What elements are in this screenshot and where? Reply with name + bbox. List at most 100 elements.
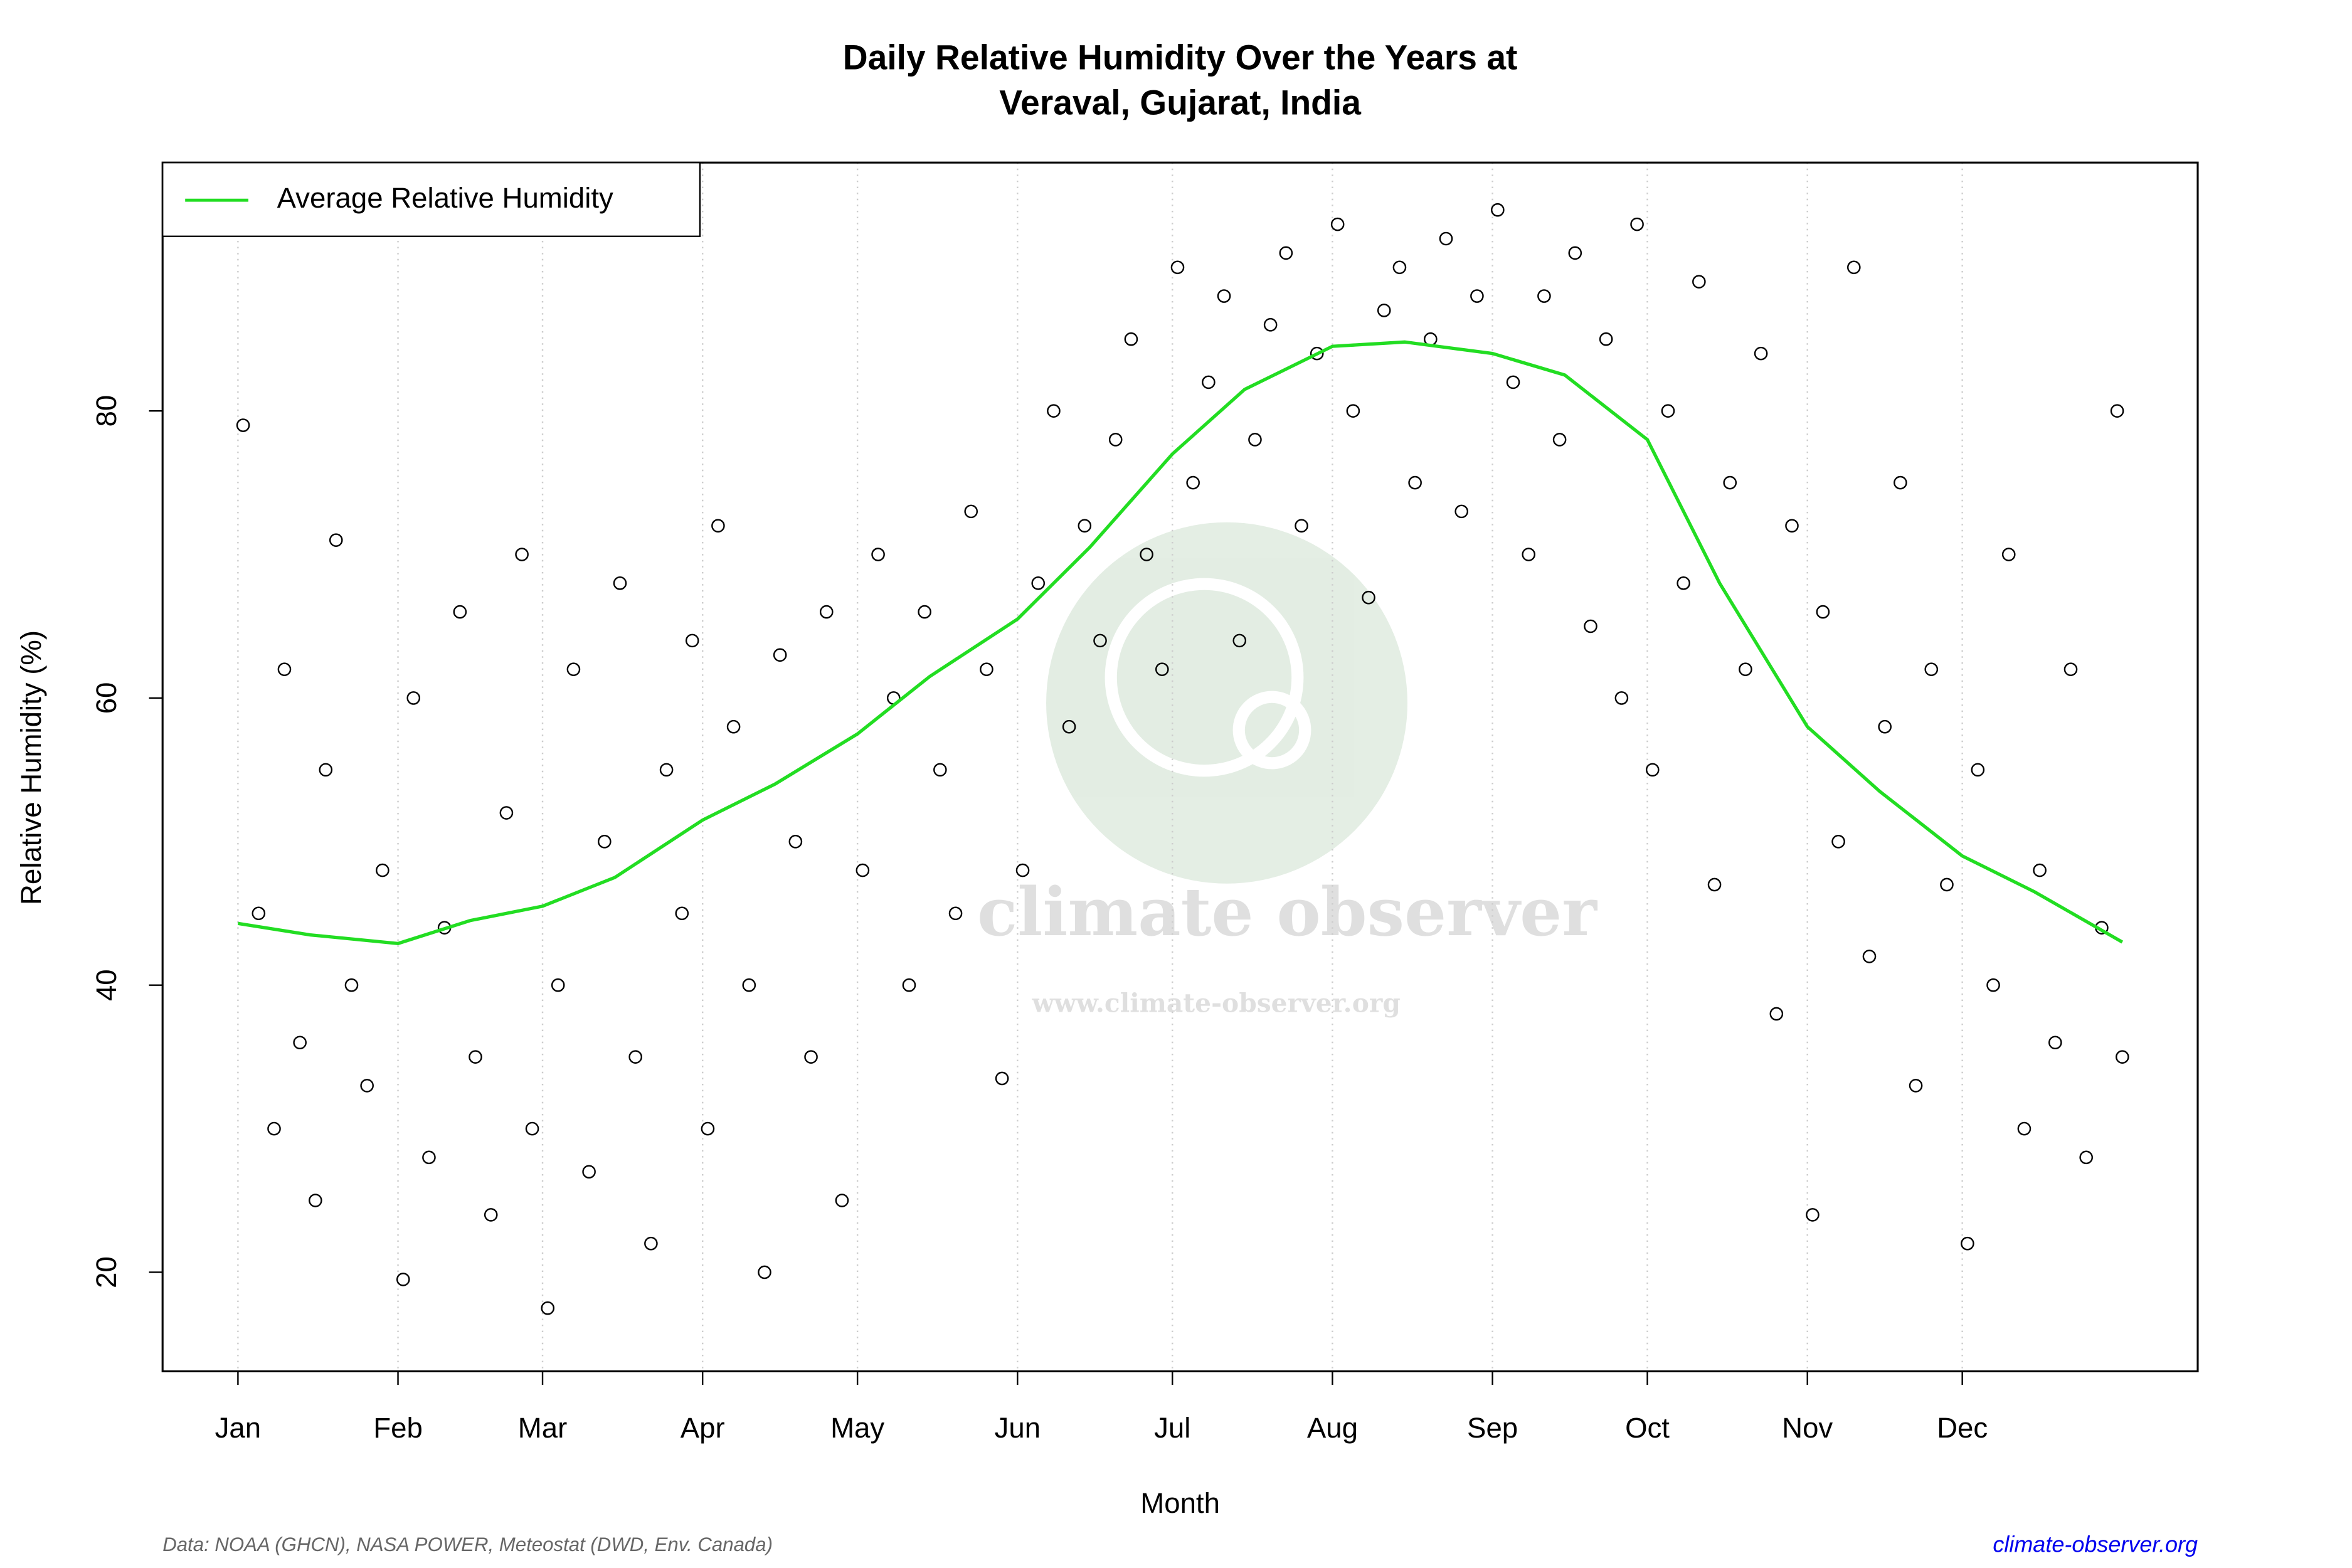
data-point: [1584, 619, 1597, 633]
plot-area: [236, 162, 2129, 1372]
data-point: [1330, 217, 1345, 231]
data-point: [376, 863, 389, 877]
data-point: [1723, 475, 1737, 490]
data-point: [1522, 548, 1536, 561]
data-point: [1707, 877, 1722, 892]
source-note: Data: NOAA (GHCN), NASA POWER, Meteostat…: [162, 1534, 773, 1555]
data-point: [1392, 260, 1407, 275]
data-point: [1470, 289, 1484, 303]
data-point: [406, 691, 421, 705]
data-point: [1170, 260, 1185, 275]
x-tick-label: Jul: [1154, 1412, 1190, 1444]
data-point: [252, 906, 266, 921]
data-point: [1739, 662, 1752, 676]
x-tick-label: May: [830, 1412, 884, 1444]
data-point: [551, 978, 565, 992]
data-point: [1140, 548, 1153, 561]
data-point: [659, 763, 674, 777]
data-point: [1816, 605, 1830, 619]
watermark-url: www.climate-observer.org: [1031, 988, 1400, 1019]
data-point: [1677, 576, 1690, 590]
data-point: [1971, 763, 1985, 777]
y-tick-label: 20: [90, 1256, 122, 1288]
chart-title: Veraval, Gujarat, India: [999, 83, 1362, 122]
data-point: [1202, 375, 1216, 389]
data-point: [525, 1121, 539, 1136]
legend-box: [162, 161, 701, 237]
data-point: [1661, 404, 1675, 418]
data-point: [1537, 289, 1551, 303]
data-point: [453, 605, 467, 619]
data-point: [644, 1236, 658, 1251]
data-point: [788, 835, 803, 849]
data-point: [1346, 404, 1360, 418]
data-point: [1785, 519, 1799, 533]
data-point: [469, 1050, 482, 1064]
x-axis-label: Month: [1140, 1487, 1220, 1519]
data-point: [1846, 260, 1861, 275]
x-tick-label: Apr: [681, 1412, 725, 1444]
data-point: [598, 835, 612, 849]
y-tick-label: 40: [90, 969, 122, 1001]
data-point: [1878, 719, 1892, 734]
data-point: [541, 1301, 555, 1315]
data-point: [1439, 231, 1453, 246]
site-link[interactable]: climate-observer.org: [1993, 1531, 2198, 1557]
data-point: [1909, 1079, 1923, 1093]
data-point: [1831, 835, 1845, 849]
legend: Average Relative Humidity: [162, 161, 701, 237]
data-point: [319, 763, 333, 777]
data-point: [804, 1050, 818, 1064]
data-point: [1454, 504, 1469, 519]
x-tick-label: Aug: [1307, 1412, 1358, 1444]
x-tick-label: Nov: [1782, 1412, 1833, 1444]
data-point: [933, 763, 947, 777]
data-point: [1645, 763, 1660, 777]
data-point: [2063, 662, 2078, 676]
data-point: [499, 806, 514, 820]
data-point: [1491, 203, 1505, 217]
x-tick-label: Feb: [373, 1412, 423, 1444]
data-point: [1031, 576, 1046, 590]
data-point: [1692, 275, 1706, 289]
data-point: [964, 504, 978, 519]
data-point: [1232, 633, 1247, 648]
x-tick-label: Jun: [995, 1412, 1041, 1444]
watermark-lens: [1232, 691, 1311, 770]
data-point: [613, 576, 627, 590]
watermark: [1046, 522, 1407, 884]
data-point: [1924, 662, 1939, 676]
data-point: [1769, 1007, 1784, 1021]
data-point: [2079, 1150, 2093, 1165]
x-tick-label: Jan: [215, 1412, 261, 1444]
data-point: [1093, 633, 1107, 648]
average-line: [237, 340, 2124, 946]
data-point: [1806, 1208, 1820, 1222]
x-tick-label: Oct: [1625, 1412, 1670, 1444]
data-point: [2048, 1036, 2062, 1050]
data-point: [773, 648, 787, 662]
data-point: [1279, 246, 1293, 260]
data-point: [835, 1194, 849, 1207]
data-point: [1552, 433, 1567, 447]
data-point: [871, 548, 885, 561]
data-point: [566, 662, 581, 676]
data-point: [758, 1265, 771, 1279]
data-point: [277, 662, 292, 676]
data-point: [2017, 1121, 2032, 1136]
data-point: [582, 1165, 596, 1179]
data-point: [1155, 662, 1169, 676]
data-point: [701, 1121, 715, 1136]
y-tick-label: 80: [90, 395, 122, 427]
data-point: [1599, 332, 1613, 346]
data-point: [267, 1121, 281, 1136]
data-point: [918, 605, 931, 619]
data-point: [396, 1273, 410, 1286]
data-point: [1862, 950, 1877, 963]
data-point: [628, 1050, 642, 1064]
data-point: [2116, 1050, 2129, 1064]
x-tick-label: Dec: [1937, 1412, 1988, 1444]
data-point: [1015, 863, 1030, 877]
data-point: [1248, 433, 1262, 447]
